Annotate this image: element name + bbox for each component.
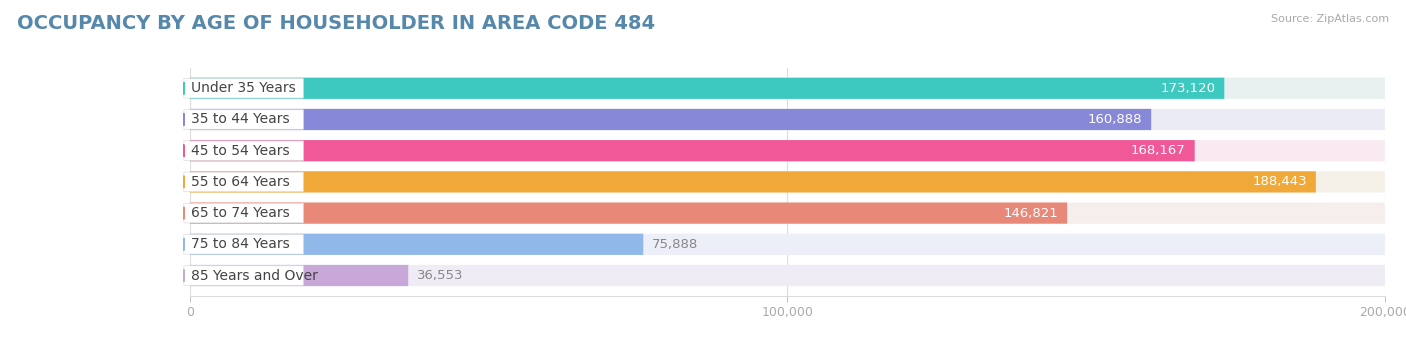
Text: 146,821: 146,821 xyxy=(1004,207,1059,220)
Text: OCCUPANCY BY AGE OF HOUSEHOLDER IN AREA CODE 484: OCCUPANCY BY AGE OF HOUSEHOLDER IN AREA … xyxy=(17,14,655,33)
FancyBboxPatch shape xyxy=(190,140,1385,161)
Text: 36,553: 36,553 xyxy=(418,269,464,282)
Text: Under 35 Years: Under 35 Years xyxy=(191,81,295,95)
FancyBboxPatch shape xyxy=(190,109,1385,130)
Text: 45 to 54 Years: 45 to 54 Years xyxy=(191,144,290,158)
FancyBboxPatch shape xyxy=(184,172,304,192)
FancyBboxPatch shape xyxy=(190,265,1385,286)
FancyBboxPatch shape xyxy=(184,203,304,223)
FancyBboxPatch shape xyxy=(190,140,1195,161)
Text: 168,167: 168,167 xyxy=(1130,144,1185,157)
FancyBboxPatch shape xyxy=(190,265,408,286)
Text: 75 to 84 Years: 75 to 84 Years xyxy=(191,237,290,251)
Text: 173,120: 173,120 xyxy=(1160,82,1215,95)
FancyBboxPatch shape xyxy=(184,79,304,98)
Text: 160,888: 160,888 xyxy=(1088,113,1142,126)
Text: 75,888: 75,888 xyxy=(652,238,699,251)
Text: 85 Years and Over: 85 Years and Over xyxy=(191,269,318,283)
FancyBboxPatch shape xyxy=(190,171,1385,192)
FancyBboxPatch shape xyxy=(184,141,304,160)
Text: 188,443: 188,443 xyxy=(1253,175,1308,188)
FancyBboxPatch shape xyxy=(190,234,644,255)
FancyBboxPatch shape xyxy=(190,109,1152,130)
FancyBboxPatch shape xyxy=(184,110,304,129)
FancyBboxPatch shape xyxy=(190,78,1385,99)
FancyBboxPatch shape xyxy=(190,203,1067,224)
FancyBboxPatch shape xyxy=(184,266,304,285)
Text: 65 to 74 Years: 65 to 74 Years xyxy=(191,206,290,220)
FancyBboxPatch shape xyxy=(184,235,304,254)
FancyBboxPatch shape xyxy=(190,203,1385,224)
FancyBboxPatch shape xyxy=(190,78,1225,99)
Text: 35 to 44 Years: 35 to 44 Years xyxy=(191,113,290,126)
FancyBboxPatch shape xyxy=(190,171,1316,192)
Text: 55 to 64 Years: 55 to 64 Years xyxy=(191,175,290,189)
Text: Source: ZipAtlas.com: Source: ZipAtlas.com xyxy=(1271,14,1389,23)
FancyBboxPatch shape xyxy=(190,234,1385,255)
